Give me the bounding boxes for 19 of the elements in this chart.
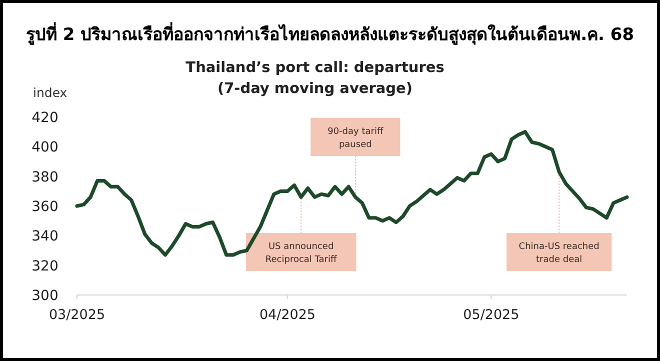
y-tick-label: 300: [32, 288, 58, 304]
annotation: US announced Reciprocal Tariff: [265, 242, 338, 265]
x-tick-label: 03/2025: [48, 307, 106, 323]
y-tick-label: 380: [32, 169, 58, 186]
chart-title: รูปที่ 2 ปริมาณเรือที่ออกจากท่าเรือไทยลดลงหลังแตะระดับสูงสุดในต้นเดือนพ.ค. 68: [26, 22, 634, 46]
annotation: US announced Reciprocal Tariff: [246, 196, 356, 271]
y-tick-label: 340: [32, 228, 58, 245]
y-axis-title: index: [33, 85, 68, 100]
annotation: 90-day tariff paused: [328, 127, 384, 150]
annotation: 90-day tariff paused: [310, 118, 400, 198]
annotation: China-US reached trade deal: [518, 242, 600, 265]
x-tick-label: 05/2025: [463, 307, 520, 323]
y-tick-label: 320: [32, 258, 58, 274]
y-tick-label: 420: [32, 110, 58, 126]
y-tick-label: 400: [32, 140, 58, 156]
chart-subtitle: Thailand’s port call: departures (7-day moving average): [186, 60, 444, 97]
y-tick-label: 360: [32, 199, 58, 215]
annotation: China-US reached trade deal: [506, 171, 612, 271]
x-tick-label: 04/2025: [259, 307, 316, 323]
